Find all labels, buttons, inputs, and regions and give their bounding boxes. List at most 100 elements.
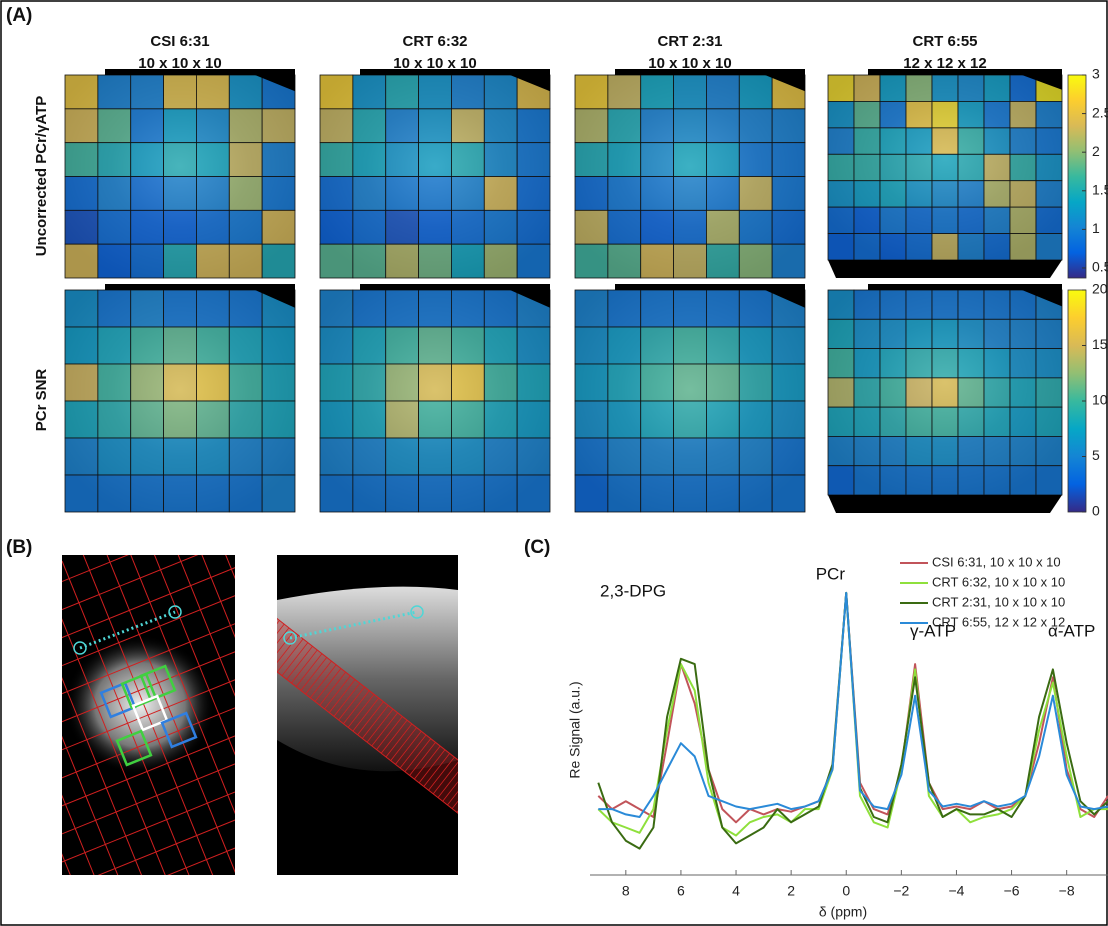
- heatmap-cell: [64, 363, 99, 402]
- heatmap-cell: [771, 400, 806, 439]
- heatmap-cell: [957, 127, 985, 155]
- heatmap-cell: [483, 437, 518, 476]
- heatmap-cell: [319, 363, 354, 402]
- heatmap-cell: [163, 142, 197, 177]
- heatmap-cell: [418, 363, 452, 402]
- heatmap: [827, 284, 1063, 513]
- heatmap-cell: [1009, 348, 1037, 379]
- heatmap-cell: [97, 437, 132, 476]
- heatmap-cell: [352, 474, 387, 513]
- heatmap-cell: [319, 74, 354, 110]
- heatmap-cell: [451, 74, 485, 110]
- heatmap-cell: [931, 289, 959, 320]
- heatmap-cell: [451, 326, 485, 365]
- heatmap-cell: [1009, 153, 1037, 182]
- x-tick-label: −6: [1004, 883, 1020, 899]
- heatmap-cell: [706, 74, 740, 110]
- heatmap-cell: [261, 142, 296, 177]
- heatmap-cell: [931, 318, 959, 349]
- heatmap-cell: [352, 176, 387, 211]
- heatmap-cell: [1035, 206, 1063, 234]
- heatmap-cell: [352, 326, 387, 365]
- heatmap-cell: [607, 400, 642, 439]
- heatmap-cell: [827, 233, 855, 261]
- heatmap-cell: [673, 142, 707, 177]
- heatmap-cell: [607, 289, 642, 328]
- spectrum-line: [597, 591, 1108, 850]
- heatmap-cell: [97, 74, 132, 110]
- heatmap-cell: [905, 153, 933, 182]
- x-tick-label: 0: [842, 883, 850, 899]
- panel-label: (C): [524, 537, 550, 558]
- heatmap-cell: [673, 108, 707, 144]
- heatmap-cell: [261, 474, 296, 513]
- heatmap-cell: [97, 142, 132, 177]
- slice-hatch: [328, 679, 356, 713]
- heatmap-cell: [319, 400, 354, 439]
- slice-hatch: [305, 660, 332, 695]
- voxel-grid-line: [62, 770, 235, 875]
- slice-hatch: [504, 816, 530, 849]
- heatmap-cell: [673, 243, 707, 279]
- heatmap-cell: [319, 289, 354, 328]
- heatmap-cell: [640, 243, 674, 279]
- heatmap-cell: [385, 400, 419, 439]
- voxel-grid-line: [62, 555, 235, 627]
- heatmap-cell: [64, 400, 99, 439]
- heatmap-cell: [319, 108, 354, 144]
- peak-annotation: 2,3-DPG: [600, 581, 666, 600]
- heatmap-cell: [97, 363, 132, 402]
- heatmap-cell: [827, 206, 855, 234]
- slice-band: [277, 582, 458, 852]
- voxel-grid-line: [62, 569, 177, 875]
- heatmap-cell: [163, 176, 197, 211]
- heatmap-cell: [228, 108, 263, 144]
- heatmap-cell: [607, 363, 642, 402]
- heatmap-cell: [931, 436, 959, 467]
- heatmap-cell: [97, 176, 132, 211]
- heatmap-cell: [352, 243, 387, 279]
- heatmap-cell: [879, 180, 907, 208]
- column-title: CSI 6:31: [150, 33, 209, 50]
- heatmap-cell: [905, 348, 933, 379]
- slice-hatch: [409, 742, 436, 776]
- slice-hatch: [485, 801, 511, 834]
- slice-hatch: [357, 701, 384, 736]
- heatmap-cell: [771, 437, 806, 476]
- heatmap-cell: [905, 465, 933, 496]
- heatmap-cell: [879, 465, 907, 496]
- heatmap-cell: [228, 326, 263, 365]
- column-subtitle: 12 x 12 x 12: [903, 55, 986, 72]
- heatmap-cell: [516, 108, 551, 144]
- heatmap-cell: [771, 243, 806, 279]
- heatmap-cell: [640, 437, 674, 476]
- x-tick-label: 8: [622, 883, 630, 899]
- heatmap-cell: [451, 243, 485, 279]
- slice-hatch: [310, 664, 337, 699]
- legend-label: CSI 6:31, 10 x 10 x 10: [932, 554, 1061, 569]
- x-tick-label: 6: [677, 883, 685, 899]
- slice-hatch: [333, 682, 361, 717]
- heatmap-cell: [418, 474, 452, 513]
- heatmap-cell: [418, 108, 452, 144]
- heatmap-cell: [451, 209, 485, 245]
- legend-label: CRT 6:32, 10 x 10 x 10: [932, 574, 1065, 589]
- heatmap-cell: [673, 363, 707, 402]
- heatmap-cell: [97, 243, 132, 279]
- heatmap-cell: [574, 474, 609, 513]
- mask-wedge: [615, 69, 805, 92]
- heatmap: [574, 69, 806, 279]
- slice-hatch: [380, 719, 408, 754]
- heatmap-cell: [673, 289, 707, 328]
- heatmap-cell: [640, 108, 674, 144]
- heatmap-cell: [516, 142, 551, 177]
- heatmap-cell: [196, 176, 230, 211]
- heatmap-cell: [957, 206, 985, 234]
- peak-annotation: PCr: [816, 564, 846, 583]
- heatmap-cell: [879, 436, 907, 467]
- heatmap-cell: [931, 233, 959, 261]
- voxel-grid-line: [62, 698, 235, 820]
- heatmap-cell: [574, 363, 609, 402]
- heatmap-cell: [418, 400, 452, 439]
